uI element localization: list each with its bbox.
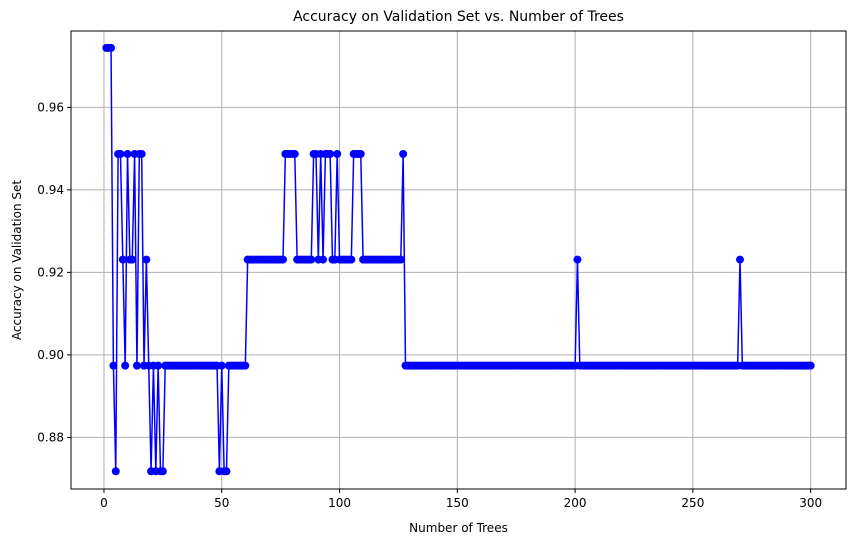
plot-frame [70,30,847,490]
data-point [121,361,130,370]
data-point [573,255,582,264]
y-tick-label: 0.88 [37,430,64,444]
data-point [142,255,151,264]
data-point [347,255,356,264]
data-point [123,149,132,158]
x-tick-label: 300 [799,496,822,510]
data-point [333,149,342,158]
data-point [217,361,226,370]
data-point [307,255,316,264]
data-point [128,255,137,264]
data-point [116,149,125,158]
data-point [399,149,408,158]
data-point [736,255,744,264]
data-point [222,467,231,476]
data-point [319,255,328,264]
x-tick-label: 200 [564,496,587,510]
data-point [158,467,167,476]
data-point [109,361,118,370]
data-point [326,149,335,158]
x-tick-label: 0 [100,496,108,510]
data-point [137,149,146,158]
y-tick-label: 0.94 [37,183,64,197]
y-axis-label: Accuracy on Validation Set [10,180,24,340]
data-point [396,255,405,264]
data-point [241,361,250,370]
y-tick-label: 0.92 [37,265,64,279]
x-tick-label: 50 [214,496,229,510]
data-series [102,43,815,476]
data-point [118,255,127,264]
data-point [154,361,163,370]
data-point [290,149,299,158]
x-tick-label: 100 [328,496,351,510]
data-point [356,149,365,158]
data-point [107,43,116,52]
y-tick-label: 0.90 [37,348,64,362]
data-point [132,361,141,370]
data-point [111,467,120,476]
data-point [806,361,815,370]
x-tick-label: 150 [446,496,469,510]
x-axis-label: Number of Trees [409,521,508,535]
chart-title: Accuracy on Validation Set vs. Number of… [293,9,624,25]
data-point [279,255,288,264]
y-tick-label: 0.96 [37,100,64,114]
axis-ticks: 0 50 100 150 200 250 300 0.88 0.90 0.92 0.94 0.96 [37,100,822,510]
x-tick-label: 250 [681,496,704,510]
